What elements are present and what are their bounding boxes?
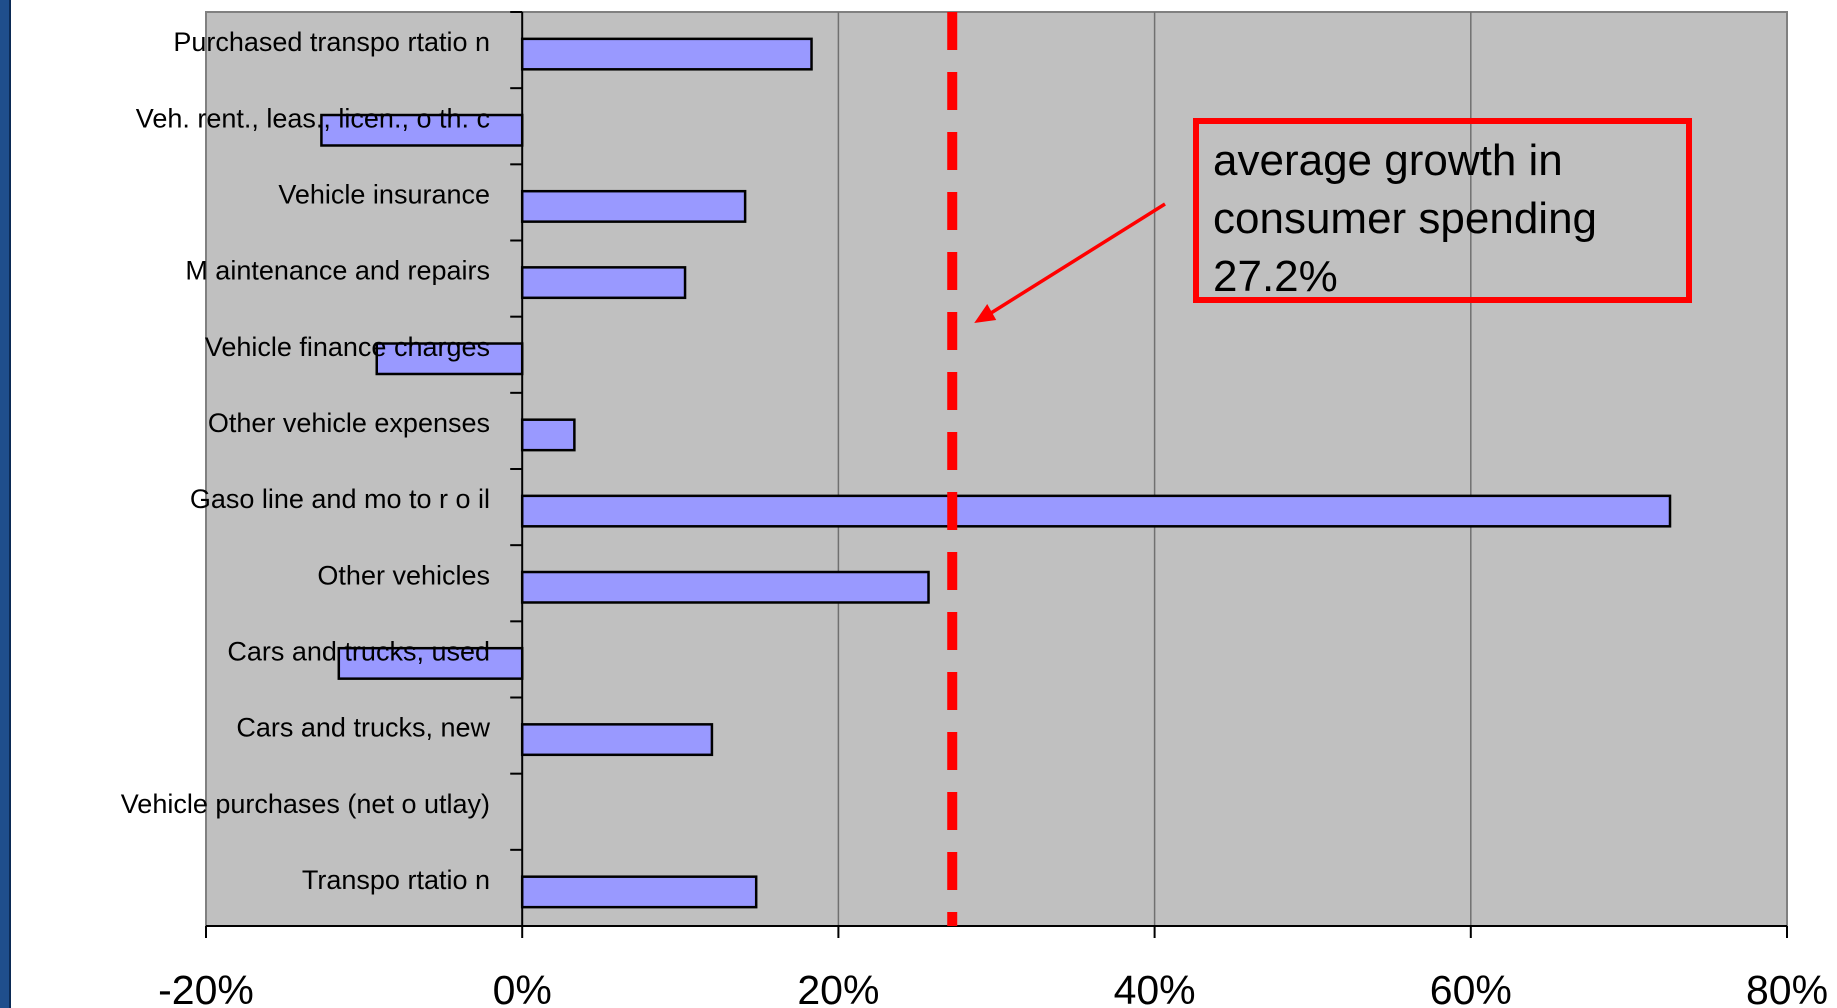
bar-8 (337, 646, 524, 680)
category-label-2: Vehicle insurance (278, 179, 490, 209)
bar-5 (520, 418, 576, 452)
x-tick-labels: -20% 0% 20% 40% 60% 80% (158, 967, 1828, 1008)
category-label-3: M aintenance and repairs (185, 256, 490, 286)
category-label-0: Purchased transpo rtatio n (173, 27, 490, 57)
annotation-box: average growth in consumer spending 27.2… (1193, 118, 1692, 303)
category-label-5: Other vehicle expenses (208, 408, 490, 438)
x-tick-label-1: 0% (493, 967, 552, 1008)
x-tick-label-3: 40% (1114, 967, 1196, 1008)
x-tick-label-0: -20% (158, 967, 254, 1008)
category-label-6: Gaso line and mo to r o il (190, 484, 490, 514)
bar-9 (520, 723, 714, 757)
bar-6 (520, 494, 1672, 528)
bars (320, 37, 1672, 909)
category-label-9: Cars and trucks, new (236, 713, 490, 743)
bar-3 (520, 266, 687, 300)
bar-2 (520, 189, 747, 223)
slide-left-border (0, 0, 11, 1008)
bar-4 (375, 342, 524, 376)
bar-1 (320, 113, 524, 147)
x-tick-label-5: 80% (1746, 967, 1828, 1008)
bar-11 (520, 875, 758, 909)
axes (205, 11, 1788, 938)
arrow-head (974, 304, 997, 323)
annotation-line-2: consumer spending (1213, 194, 1598, 243)
category-labels: Purchased transpo rtatio n Veh. rent., le… (121, 27, 491, 895)
category-label-7: Other vehicles (317, 560, 490, 590)
annotation-arrow (974, 202, 1166, 323)
bar-7 (520, 570, 930, 604)
annotation-line-1: average growth in (1213, 136, 1563, 185)
category-label-11: Transpo rtatio n (302, 865, 490, 895)
category-label-1: Veh. rent., leas., licen., o th. c (136, 103, 490, 133)
x-tick-label-2: 20% (797, 967, 879, 1008)
arrow-shaft (985, 202, 1166, 318)
category-label-8: Cars and trucks, used (227, 636, 490, 666)
plot-area (205, 11, 1788, 927)
annotation-line-3: 27.2% (1213, 252, 1338, 301)
category-label-10: Vehicle purchases (net o utlay) (121, 789, 490, 819)
category-label-4: Vehicle finance charges (205, 332, 490, 362)
x-tick-label-4: 60% (1430, 967, 1512, 1008)
bar-0 (520, 37, 813, 71)
gridlines (837, 12, 1472, 926)
